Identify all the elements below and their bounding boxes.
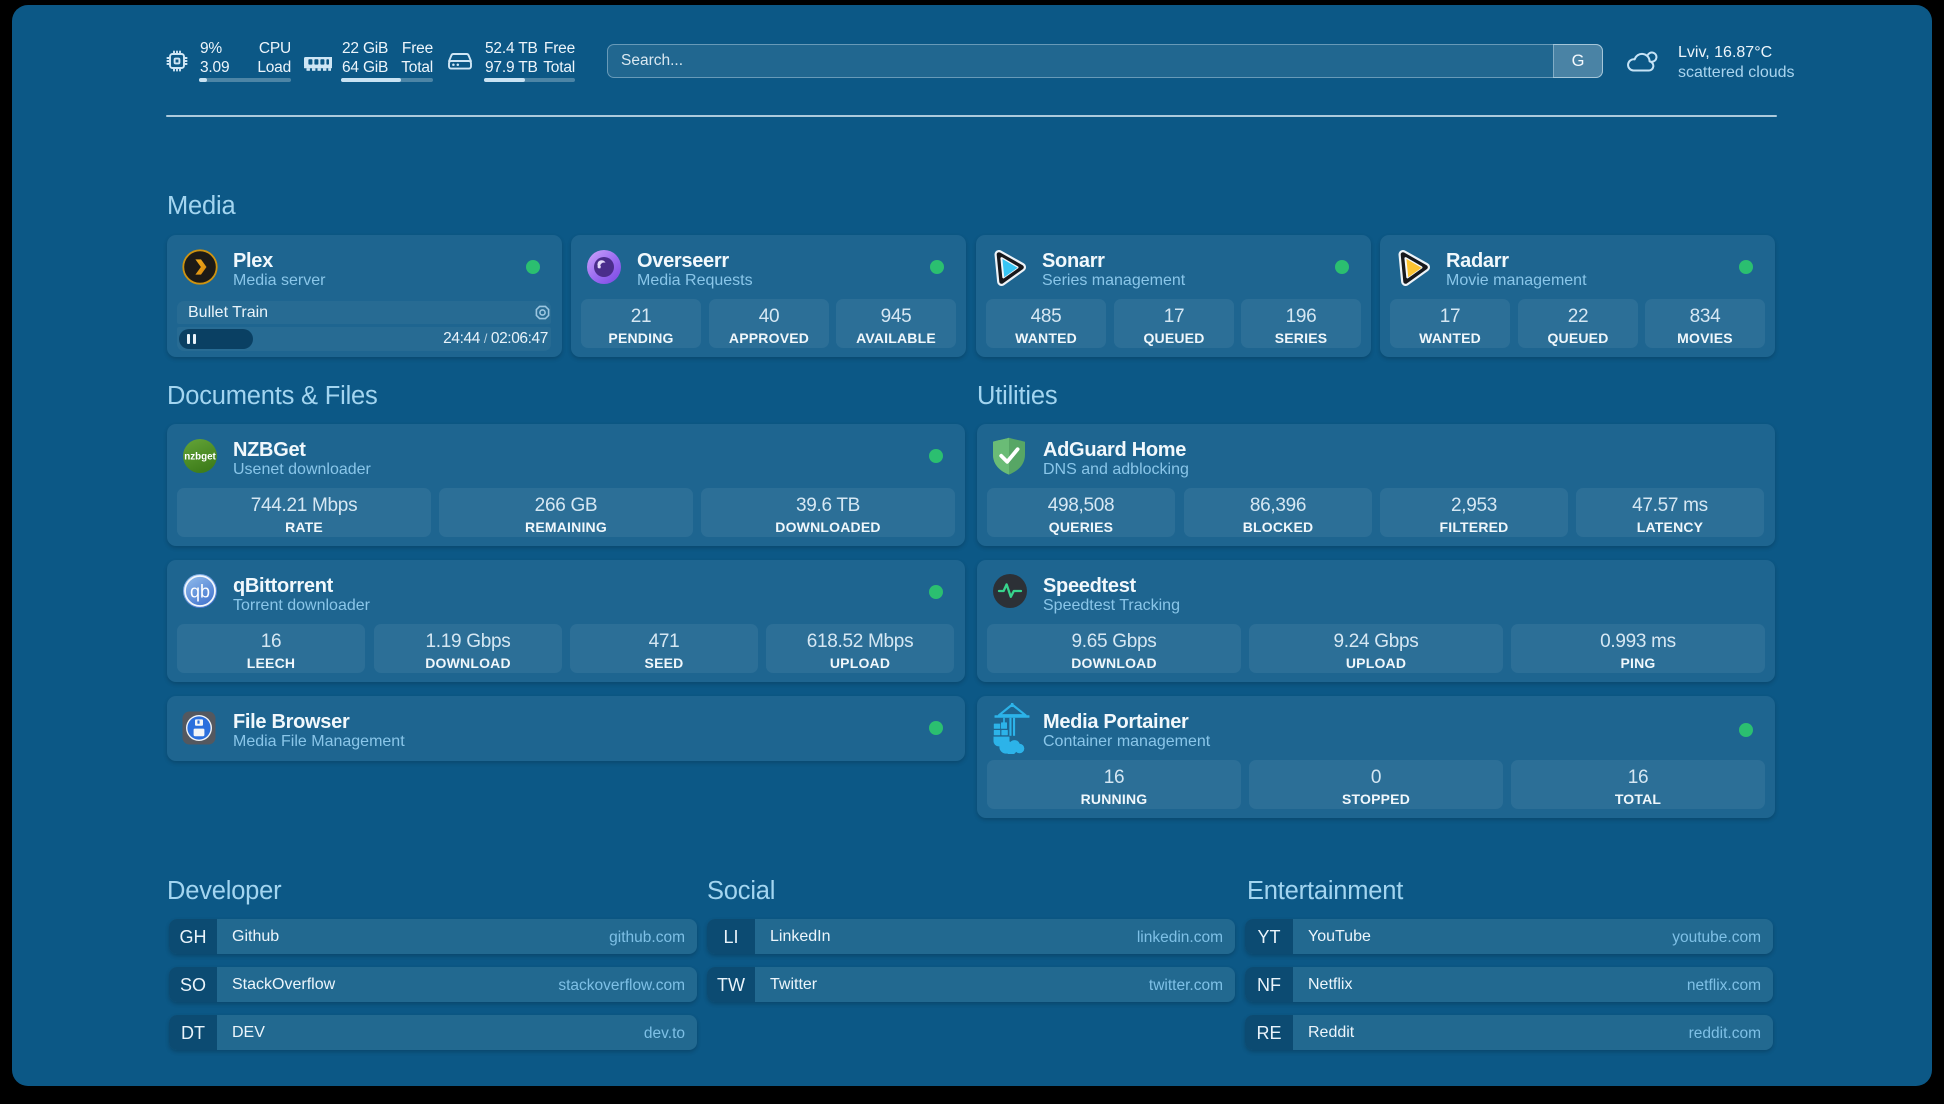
svg-text:nzbget: nzbget [184,452,216,463]
svg-text:qb: qb [190,582,210,602]
